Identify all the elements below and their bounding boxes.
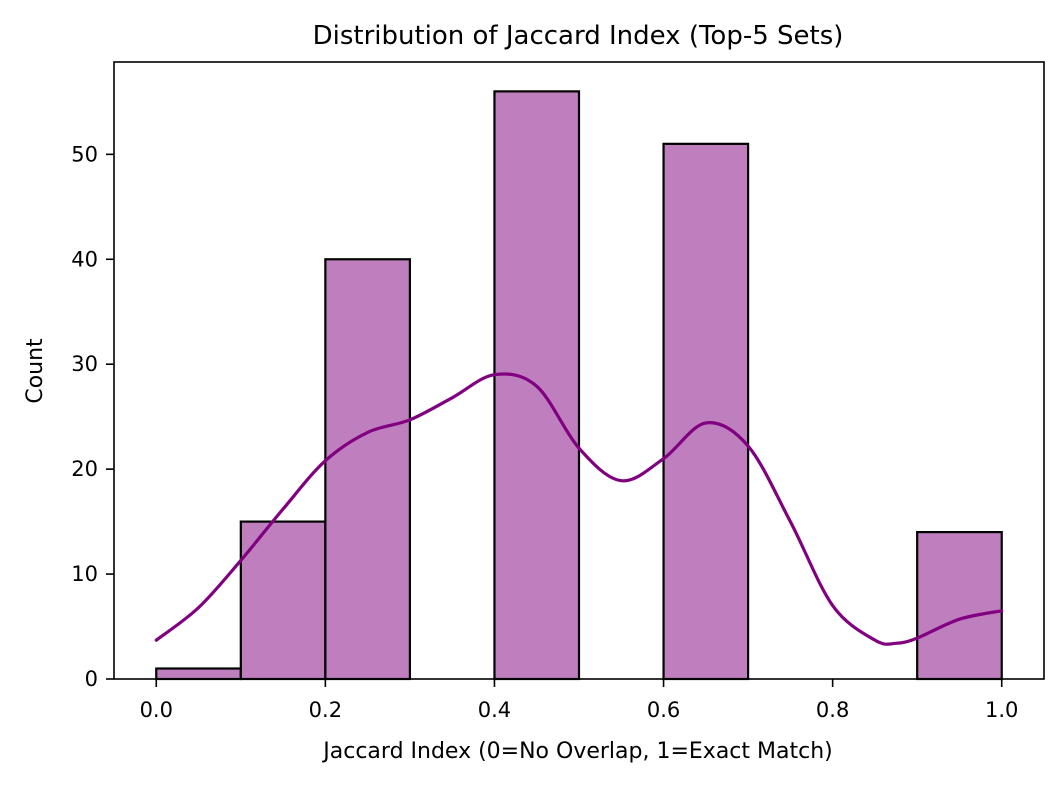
histogram-bar-2: [324, 258, 412, 681]
y-axis-ticks: 0 10 20 30 40 50: [71, 142, 114, 691]
plot-frame: [113, 61, 1045, 680]
x-tick-label: 0.8: [816, 698, 849, 722]
histogram-bar-9: [916, 530, 1003, 681]
x-axis-label: Jaccard Index (0=No Overlap, 1=Exact Mat…: [321, 739, 832, 764]
y-tick-label: 50: [71, 142, 98, 166]
y-tick-label: 10: [71, 562, 98, 586]
x-tick-label: 1.0: [985, 698, 1018, 722]
x-tick-label: 0.4: [478, 698, 511, 722]
kde-line: [154, 372, 1004, 646]
histogram-bar-0: [155, 667, 242, 681]
y-tick-label: 40: [71, 247, 98, 271]
y-axis-label: Count: [23, 338, 48, 404]
bars-layer: [155, 90, 1003, 681]
chart-title: Distribution of Jaccard Index (Top-5 Set…: [313, 21, 844, 51]
y-tick-label: 0: [85, 667, 98, 691]
y-tick-label: 30: [71, 352, 98, 376]
histogram-bar-1: [239, 520, 327, 681]
x-tick-label: 0.0: [140, 698, 173, 722]
x-axis-ticks: 0.0 0.2 0.4 0.6 0.8 1.0: [140, 679, 1018, 722]
x-tick-label: 0.2: [309, 698, 342, 722]
x-tick-label: 0.6: [647, 698, 680, 722]
kde-layer: [154, 372, 1004, 646]
y-tick-label: 20: [71, 457, 98, 481]
histogram-bar-6: [662, 142, 750, 681]
